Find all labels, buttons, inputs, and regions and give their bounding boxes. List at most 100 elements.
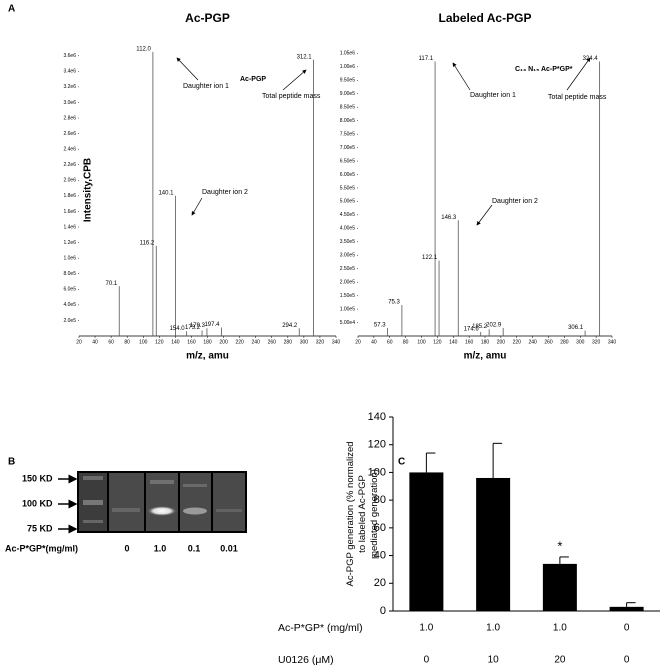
- y-tick-label: 4.0e5: [63, 302, 76, 308]
- y-tick-label: 8.50e5: [340, 105, 356, 111]
- y-tick-label: 6.0e5: [63, 287, 76, 293]
- bar: [476, 477, 511, 611]
- annotation-arrow: [566, 57, 591, 91]
- y-tick-label: 1.00e5: [340, 306, 356, 312]
- significance-mark: *: [557, 538, 562, 553]
- y-tick-label: 2.6e6: [63, 131, 76, 137]
- annotation: Daughter ion 2: [202, 189, 248, 196]
- y-tick-label: 5.00e5: [340, 199, 356, 205]
- x-tick-label: 40: [92, 339, 98, 345]
- x-tick-label: 340: [608, 339, 617, 345]
- y-tick-label: 1.50e5: [340, 293, 356, 299]
- bar: [609, 606, 644, 611]
- y-tick-label: 6.50e5: [340, 158, 356, 164]
- y-tick-label: 60: [374, 522, 386, 534]
- peak-label: 70.1: [106, 281, 118, 287]
- y-tick-label: 9.00e5: [340, 91, 356, 97]
- y-tick-label: 80: [374, 494, 386, 506]
- y-tick-label: 9.50e5: [340, 78, 356, 84]
- x-tick-label: 200: [497, 339, 506, 345]
- peak-label: 140.1: [158, 190, 174, 196]
- x-tick-label: 300: [576, 339, 585, 345]
- x-tick-label: 320: [316, 339, 325, 345]
- peak-label: 324.4: [583, 56, 599, 62]
- lane-label: 0: [124, 543, 129, 553]
- peak-label: 179.3: [190, 323, 206, 329]
- x-tick-label: 80: [403, 339, 409, 345]
- y-axis-title: Intensity,CPB: [83, 158, 94, 222]
- x-tick-label: 180: [203, 339, 212, 345]
- peak-label: 75.3: [388, 300, 400, 306]
- peak-label: 154.0: [170, 326, 186, 332]
- x-tick-label: 180: [481, 339, 490, 345]
- row-value: 0: [424, 655, 430, 666]
- y-tick-label: 40: [374, 549, 386, 561]
- y-axis-title: Ac-PGP generation (% normalizedto labele…: [345, 441, 380, 586]
- x-tick-label: 40: [371, 339, 377, 345]
- marker-label: 75 KD: [27, 523, 53, 533]
- y-tick-label: 1.2e6: [63, 240, 76, 246]
- gel-image: [58, 471, 247, 534]
- y-tick-label: 2.50e5: [340, 266, 356, 272]
- annotation-arrow: [452, 62, 471, 91]
- x-tick-label: 280: [284, 339, 293, 345]
- x-tick-label: 120: [155, 339, 164, 345]
- y-tick-label: 8.0e5: [63, 271, 76, 277]
- panel-label: C: [398, 457, 405, 468]
- y-tick-label: 6.00e5: [340, 172, 356, 178]
- y-tick-label: 2.0e6: [63, 178, 76, 184]
- peak-label: 122.1: [422, 255, 438, 261]
- y-tick-label: 3.00e5: [340, 253, 356, 259]
- peak-label: 112.0: [136, 46, 151, 52]
- x-tick-label: 120: [433, 339, 442, 345]
- chart-title: Ac-PGP: [185, 11, 230, 25]
- peak-label: 202.9: [486, 323, 502, 329]
- y-tick-label: 20: [374, 577, 386, 589]
- row-value: 1.0: [553, 623, 567, 634]
- x-tick-label: 160: [465, 339, 474, 345]
- x-tick-label: 200: [219, 339, 228, 345]
- y-tick-label: 1.00e6: [340, 64, 356, 70]
- peak-label: 116.2: [140, 240, 155, 246]
- y-tick-label: 5.00e4: [340, 320, 356, 326]
- row-value: 20: [554, 655, 566, 666]
- y-tick-label: 120: [368, 439, 386, 451]
- chart-title: Labeled Ac-PGP: [439, 11, 532, 25]
- lane-label: 1.0: [154, 543, 167, 553]
- row-value: 1.0: [486, 623, 500, 634]
- x-axis-title: m/z, amu: [464, 351, 507, 362]
- x-tick-label: 240: [252, 339, 261, 345]
- y-tick-label: 1.8e6: [63, 193, 76, 199]
- y-tick-label: 1.6e6: [63, 209, 76, 215]
- x-tick-label: 280: [560, 339, 569, 345]
- annotation: Total peptide mass: [262, 93, 321, 100]
- x-tick-label: 260: [268, 339, 277, 345]
- x-tick-label: 220: [513, 339, 522, 345]
- annotation-arrow: [191, 197, 203, 216]
- x-tick-label: 100: [139, 339, 148, 345]
- x-tick-label: 240: [528, 339, 537, 345]
- panel-label: A: [8, 4, 15, 15]
- x-tick-label: 220: [235, 339, 244, 345]
- y-tick-label: 140: [368, 411, 386, 423]
- y-tick-label: 2.2e6: [63, 162, 76, 168]
- peak-label: 57.3: [374, 323, 386, 329]
- x-tick-label: 20: [76, 339, 82, 345]
- annotation: C₁₃ N₁₅ Ac-P*GP*: [515, 66, 573, 73]
- x-tick-label: 260: [544, 339, 553, 345]
- y-tick-label: 2.00e5: [340, 279, 356, 285]
- x-tick-label: 80: [124, 339, 130, 345]
- lane-label: 0.1: [188, 543, 201, 553]
- marker-label: 100 KD: [22, 498, 53, 508]
- peak-label: 197.4: [204, 322, 220, 328]
- y-tick-label: 0: [380, 605, 386, 617]
- peak-label: 185.2: [472, 324, 488, 330]
- row-value: 0: [624, 623, 630, 634]
- row-label: Ac-P*GP* (mg/ml): [278, 622, 363, 634]
- x-tick-label: 100: [417, 339, 426, 345]
- row-value: 1.0: [419, 623, 433, 634]
- annotation: Ac-PGP: [240, 76, 266, 83]
- y-tick-label: 3.50e5: [340, 239, 356, 245]
- annotation-arrow: [176, 57, 199, 81]
- x-axis-title: m/z, amu: [186, 351, 229, 362]
